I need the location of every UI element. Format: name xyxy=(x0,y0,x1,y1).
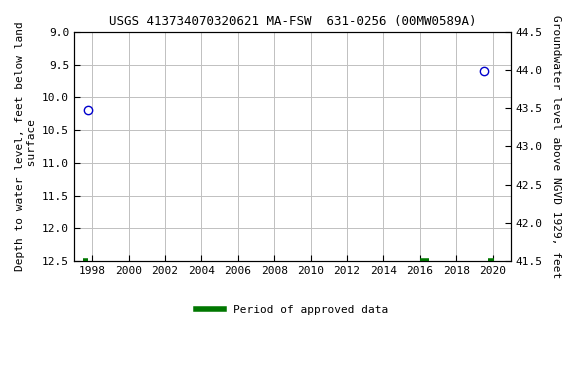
Title: USGS 413734070320621 MA-FSW  631-0256 (00MW0589A): USGS 413734070320621 MA-FSW 631-0256 (00… xyxy=(109,15,476,28)
Legend: Period of approved data: Period of approved data xyxy=(192,301,393,319)
Y-axis label: Depth to water level, feet below land
 surface: Depth to water level, feet below land su… xyxy=(15,22,37,271)
Y-axis label: Groundwater level above NGVD 1929, feet: Groundwater level above NGVD 1929, feet xyxy=(551,15,561,278)
